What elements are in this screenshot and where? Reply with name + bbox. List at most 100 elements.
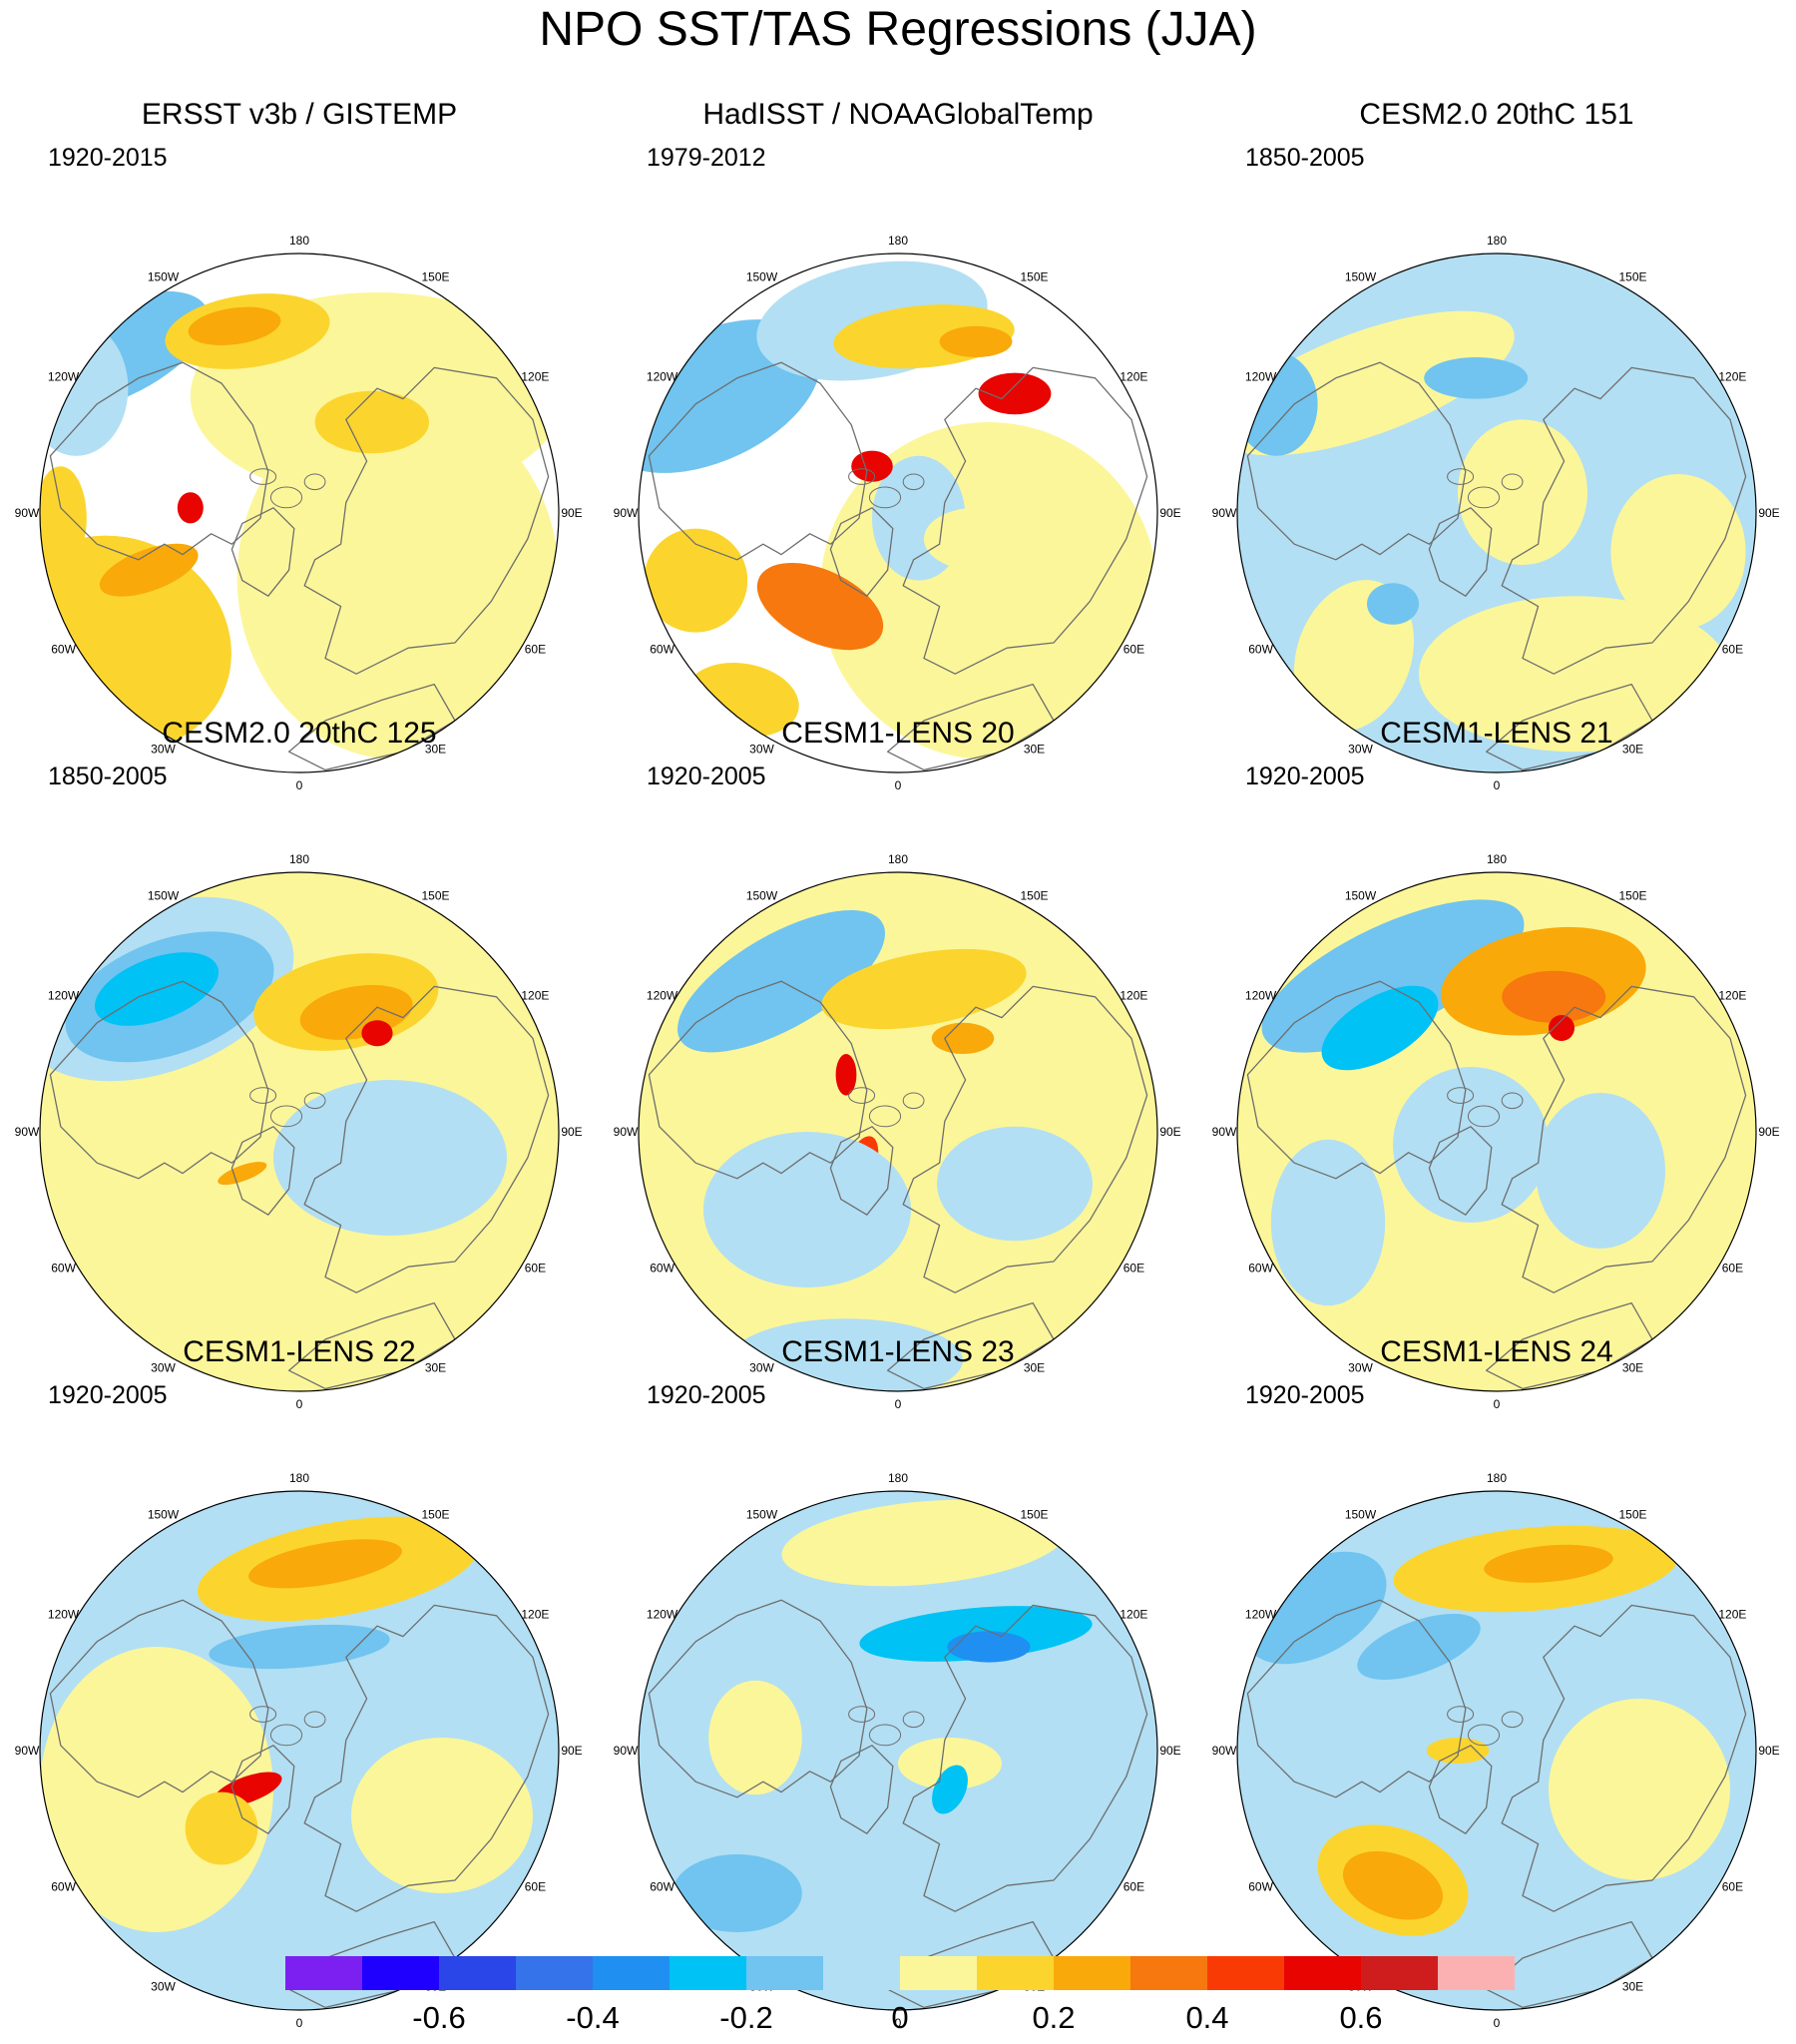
coastline-island xyxy=(1501,473,1524,491)
coastline-greenland xyxy=(829,1126,894,1216)
coastline-north-africa xyxy=(886,1920,1055,2009)
coastline-island xyxy=(868,1105,902,1128)
longitude-label: 0 xyxy=(1494,778,1501,792)
longitude-label: 150W xyxy=(148,1508,180,1522)
colorbar-tick-label: -0.6 xyxy=(412,2000,466,2035)
panel-title: CESM1-LENS 23 xyxy=(781,1335,1015,1368)
coastline-island xyxy=(269,1724,303,1747)
period-label: 1920-2015 xyxy=(48,144,168,172)
coastline-island xyxy=(902,1711,925,1729)
longitude-label: 150W xyxy=(746,1508,778,1522)
longitude-label: 30W xyxy=(151,742,176,756)
longitude-label: 90W xyxy=(614,1125,639,1139)
longitude-label: 180 xyxy=(888,234,908,248)
longitude-label: 90W xyxy=(15,1125,40,1139)
panel-title: ERSST v3b / GISTEMP xyxy=(141,98,458,131)
map-panel: CESM1-LENS 22 180 150E 120E 90E 60E 30E 0 30W 60W… xyxy=(0,1334,599,2030)
coastline-north-africa xyxy=(287,1301,456,1390)
longitude-label: 90W xyxy=(15,1744,40,1758)
map-boundary xyxy=(39,871,560,1392)
coastline-greenland xyxy=(230,1126,295,1216)
panel-title: HadISST / NOAAGlobalTemp xyxy=(702,98,1094,131)
coastline-island xyxy=(1467,1724,1501,1747)
longitude-label: 30E xyxy=(425,742,446,756)
coastline-island xyxy=(902,473,925,491)
longitude-label: 30W xyxy=(749,742,774,756)
longitude-label: 30E xyxy=(1622,1360,1643,1374)
longitude-label: 0 xyxy=(296,778,303,792)
longitude-label: 120E xyxy=(521,1608,549,1622)
colorbar-tick-label: 0.2 xyxy=(1032,2000,1076,2035)
coastline-north-africa xyxy=(886,683,1055,771)
period-label: 1920-2005 xyxy=(48,1381,168,1409)
colorbar-tick-label: 0 xyxy=(891,2000,909,2035)
anomaly-region xyxy=(273,1080,507,1236)
coastline-island xyxy=(303,1092,326,1110)
coastline-eurasia xyxy=(902,1604,1148,1912)
longitude-label: 120E xyxy=(1718,370,1746,384)
anomaly-region xyxy=(1502,970,1606,1023)
coastline-eurasia xyxy=(303,366,550,675)
longitude-label: 120E xyxy=(1120,370,1147,384)
colorbar-swatch xyxy=(900,1956,977,1990)
coastline-north-africa xyxy=(1485,1920,1653,2009)
colorbar-tick-label: -0.2 xyxy=(719,2000,773,2035)
longitude-label: 60E xyxy=(1722,1880,1743,1894)
longitude-label: 180 xyxy=(1487,1471,1507,1485)
coastline-greenland xyxy=(1428,1745,1493,1834)
longitude-label: 150W xyxy=(148,889,180,903)
longitude-label: 180 xyxy=(289,852,309,866)
longitude-label: 150W xyxy=(746,889,778,903)
coastline-island xyxy=(1501,1711,1524,1729)
anomaly-region xyxy=(1549,1699,1730,1880)
longitude-label: 120E xyxy=(1718,1608,1746,1622)
period-label: 1920-2005 xyxy=(1245,763,1365,790)
longitude-label: 150W xyxy=(148,270,180,284)
colorbar-swatch xyxy=(1284,1956,1361,1990)
map-panel: HadISST / NOAAGlobalTemp 180 150E 120E 90E 60… xyxy=(599,97,1197,792)
longitude-label: 30E xyxy=(1622,1979,1643,1993)
longitude-label: 30W xyxy=(1348,1360,1373,1374)
colorbar-swatch xyxy=(439,1956,516,1990)
longitude-label: 150W xyxy=(1345,1508,1377,1522)
longitude-label: 60W xyxy=(51,1880,76,1894)
longitude-label: 180 xyxy=(888,852,908,866)
anomaly-region xyxy=(939,325,1013,357)
panel-title: CESM1-LENS 24 xyxy=(1380,1335,1613,1368)
anomaly-region xyxy=(931,1022,995,1054)
coastline-north-america xyxy=(648,1599,868,1798)
longitude-label: 150E xyxy=(1020,1508,1048,1522)
longitude-label: 30E xyxy=(1024,1360,1045,1374)
anomaly-region xyxy=(978,372,1052,415)
coastline-island xyxy=(269,486,303,509)
longitude-label: 30E xyxy=(1024,742,1045,756)
longitude-label: 60E xyxy=(525,643,546,657)
anomaly-region xyxy=(781,1499,1067,1587)
map-boundary xyxy=(1236,1490,1757,2011)
map-boundary xyxy=(1236,871,1757,1392)
longitude-label: 60W xyxy=(51,643,76,657)
coastline-north-america xyxy=(648,980,868,1180)
coastline-island xyxy=(1467,1105,1501,1128)
anomaly-region xyxy=(851,450,893,482)
coastline-north-africa xyxy=(886,1301,1055,1390)
longitude-label: 60W xyxy=(1248,1262,1273,1276)
longitude-label: 90E xyxy=(1758,1125,1779,1139)
longitude-label: 150E xyxy=(1020,889,1048,903)
longitude-label: 0 xyxy=(1494,2016,1501,2030)
anomaly-region xyxy=(1357,1613,1481,1681)
longitude-label: 90W xyxy=(1212,506,1237,520)
coastline-island xyxy=(868,486,902,509)
map-panel: CESM2.0 20thC 151 180 150E 120E 90E 60E 30E 0 30… xyxy=(1197,97,1796,792)
coastline-eurasia xyxy=(1501,985,1747,1293)
coastline-north-africa xyxy=(1485,683,1653,771)
anomaly-region xyxy=(835,1054,857,1096)
coastline-island xyxy=(1501,1092,1524,1110)
panel-title: CESM1-LENS 20 xyxy=(781,717,1015,750)
longitude-label: 0 xyxy=(895,1397,902,1411)
longitude-label: 90W xyxy=(614,1744,639,1758)
